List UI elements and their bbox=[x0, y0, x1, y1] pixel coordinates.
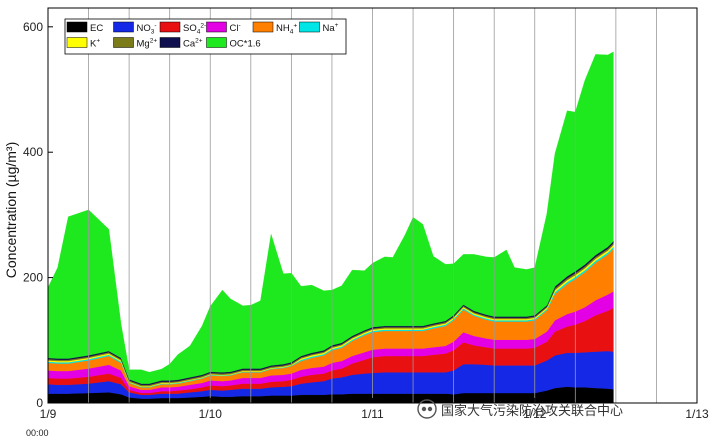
y-tick-label: 200 bbox=[23, 271, 43, 285]
x-tick-label: 1/12 bbox=[523, 407, 547, 421]
y-tick-label: 400 bbox=[23, 145, 43, 159]
x-tick-label: 1/11 bbox=[361, 407, 384, 421]
legend-swatch bbox=[113, 37, 134, 48]
legend-label: Cl- bbox=[230, 22, 241, 34]
legend-swatch bbox=[252, 21, 274, 33]
legend-swatch bbox=[206, 37, 227, 48]
legend-label: NO3- bbox=[137, 23, 157, 36]
legend-swatch bbox=[113, 21, 134, 33]
legend-swatch bbox=[66, 37, 88, 48]
wechat-logo-icon bbox=[417, 399, 437, 419]
legend-label: SO42- bbox=[183, 23, 206, 36]
legend-swatch bbox=[159, 21, 181, 33]
legend-label: OC*1.6 bbox=[230, 39, 261, 50]
axes: 0 200 400 600 1/9 1/10 1/11 1/12 1/13 bbox=[23, 7, 709, 421]
plot-area bbox=[47, 51, 614, 404]
watermark: 国家大气污染防治攻关联合中心 bbox=[417, 399, 623, 419]
legend-label: K+ bbox=[90, 38, 100, 50]
x-tick-label: 1/10 bbox=[199, 407, 223, 421]
watermark-text: 国家大气污染防治攻关联合中心 bbox=[441, 403, 624, 419]
x-tick-label: 1/9 bbox=[40, 407, 57, 421]
x-axis-time-label: 00:00 bbox=[26, 428, 49, 438]
legend-label: EC bbox=[90, 23, 103, 34]
legend: EC NO3- SO42- Cl- NH4+ Na+K+ Mg2+ Ca2+ OC*1.6 bbox=[64, 18, 347, 55]
series-area-oc-1-6 bbox=[47, 51, 614, 384]
y-tick-label: 600 bbox=[23, 20, 43, 34]
legend-swatch bbox=[299, 21, 320, 33]
y-tick-label: 0 bbox=[36, 396, 43, 410]
legend-swatch bbox=[159, 37, 181, 48]
legend-box bbox=[64, 18, 347, 55]
legend-swatch bbox=[206, 21, 227, 33]
legend-swatch bbox=[66, 21, 88, 33]
x-tick-label: 1/13 bbox=[685, 407, 709, 421]
y-axis-title: Concentration (µg/m³) bbox=[3, 142, 19, 278]
legend-label: Na+ bbox=[323, 22, 339, 34]
